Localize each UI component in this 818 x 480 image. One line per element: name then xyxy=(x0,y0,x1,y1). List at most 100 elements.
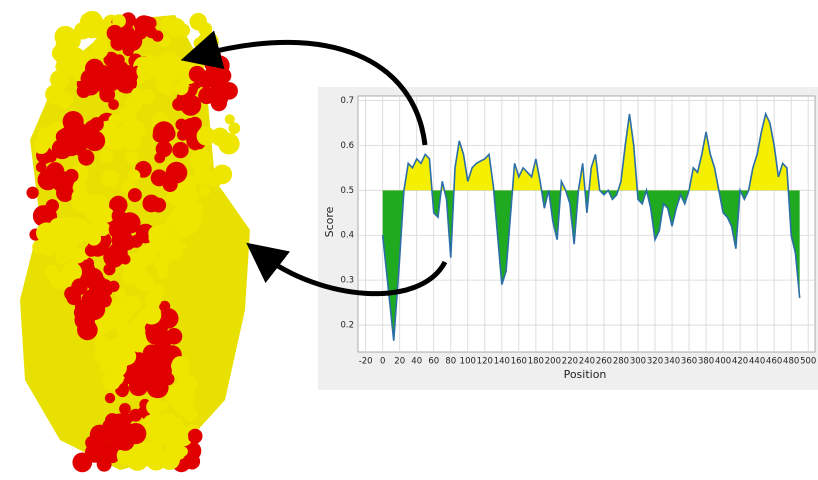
protein-atom xyxy=(208,173,222,187)
protein-atom xyxy=(100,150,114,164)
protein-atom xyxy=(178,446,188,456)
protein-atom xyxy=(138,275,152,289)
x-tick-label: 460 xyxy=(766,357,782,367)
protein-atom xyxy=(179,205,189,215)
protein-atom xyxy=(55,252,68,265)
protein-atom xyxy=(164,86,174,96)
protein-atom xyxy=(105,393,115,403)
protein-atom xyxy=(172,98,185,111)
y-tick-label: 0.4 xyxy=(340,231,354,241)
protein-atom xyxy=(128,188,142,202)
x-tick-label: 380 xyxy=(698,357,714,367)
protein-atom xyxy=(152,30,163,41)
protein-atom xyxy=(194,37,206,49)
protein-atom xyxy=(120,254,131,265)
x-tick-label: 0 xyxy=(380,357,385,367)
protein-atom xyxy=(89,117,103,131)
protein-atom xyxy=(115,432,134,451)
protein-atom xyxy=(174,358,188,372)
plot-background xyxy=(358,96,815,352)
protein-atom xyxy=(52,171,74,193)
protein-atom xyxy=(174,397,193,416)
protein-atom xyxy=(149,284,164,299)
protein-atom xyxy=(97,457,112,472)
protein-atom xyxy=(148,226,162,240)
x-tick-label: 240 xyxy=(579,357,595,367)
protein-atom xyxy=(58,96,70,108)
protein-atom xyxy=(44,265,59,280)
protein-atom xyxy=(56,129,71,144)
x-axis-label: Position xyxy=(564,368,607,381)
protein-atom xyxy=(184,453,200,469)
protein-atom xyxy=(90,216,100,226)
protein-atom xyxy=(132,449,151,468)
x-tick-label: 300 xyxy=(630,357,646,367)
protein-atom xyxy=(136,62,154,80)
protein-atom xyxy=(84,130,105,151)
x-tick-label: 260 xyxy=(596,357,612,367)
protein-atom xyxy=(117,352,131,366)
protein-atom xyxy=(128,169,141,182)
protein-atom xyxy=(165,251,175,261)
protein-atom xyxy=(225,114,235,124)
x-tick-label: 320 xyxy=(647,357,663,367)
protein-atom xyxy=(80,321,96,337)
protein-atom xyxy=(116,323,130,337)
protein-atom xyxy=(131,88,144,101)
protein-atom xyxy=(127,101,138,112)
protein-atom xyxy=(59,30,80,51)
protein-atom xyxy=(190,214,202,226)
x-tick-label: 80 xyxy=(445,357,456,367)
protein-atom xyxy=(166,191,179,204)
x-tick-label: -20 xyxy=(359,357,373,367)
protein-atom xyxy=(133,361,153,381)
protein-atom xyxy=(108,114,120,126)
protein-atom xyxy=(142,305,161,324)
protein-atom xyxy=(70,248,86,264)
protein-atom xyxy=(163,177,178,192)
protein-atom xyxy=(108,99,119,110)
x-tick-label: 500 xyxy=(800,357,816,367)
protein-atom xyxy=(111,61,130,80)
x-tick-label: 40 xyxy=(411,357,422,367)
protein-atom xyxy=(146,399,162,415)
protein-atom xyxy=(108,281,119,292)
x-tick-label: 60 xyxy=(428,357,439,367)
protein-atom xyxy=(110,299,124,313)
protein-atom xyxy=(188,429,203,444)
protein-atom xyxy=(107,25,123,41)
protein-atom xyxy=(159,449,180,470)
protein-atom xyxy=(88,275,107,294)
protein-atom xyxy=(153,129,167,143)
x-tick-label: 340 xyxy=(664,357,680,367)
protein-atom xyxy=(72,452,92,472)
x-tick-label: 420 xyxy=(732,357,748,367)
protein-atom xyxy=(138,245,157,264)
x-tick-label: 360 xyxy=(681,357,697,367)
figure: -200204060801001201401601802002202402602… xyxy=(0,0,818,480)
protein-structure xyxy=(20,11,250,472)
protein-atom xyxy=(198,22,212,36)
protein-atom xyxy=(119,212,140,233)
protein-atom xyxy=(199,185,210,196)
protein-atom xyxy=(177,375,197,395)
protein-atom xyxy=(26,187,38,199)
protein-atom xyxy=(177,129,188,140)
x-tick-label: 140 xyxy=(494,357,510,367)
x-tick-label: 160 xyxy=(511,357,527,367)
protein-atom xyxy=(162,64,179,81)
protein-atom xyxy=(46,199,59,212)
y-axis-label: Score xyxy=(323,206,336,237)
x-tick-label: 180 xyxy=(528,357,544,367)
protein-atom xyxy=(62,50,82,70)
protein-atom xyxy=(81,76,100,95)
protein-atom xyxy=(130,235,143,248)
protein-atom xyxy=(83,298,105,320)
protein-atom xyxy=(74,232,85,243)
protein-atom xyxy=(176,23,190,37)
protein-atom xyxy=(90,41,108,59)
protein-atom xyxy=(122,31,142,51)
protein-atom xyxy=(157,330,174,347)
protein-atom xyxy=(148,377,169,398)
y-tick-label: 0.7 xyxy=(340,96,354,106)
